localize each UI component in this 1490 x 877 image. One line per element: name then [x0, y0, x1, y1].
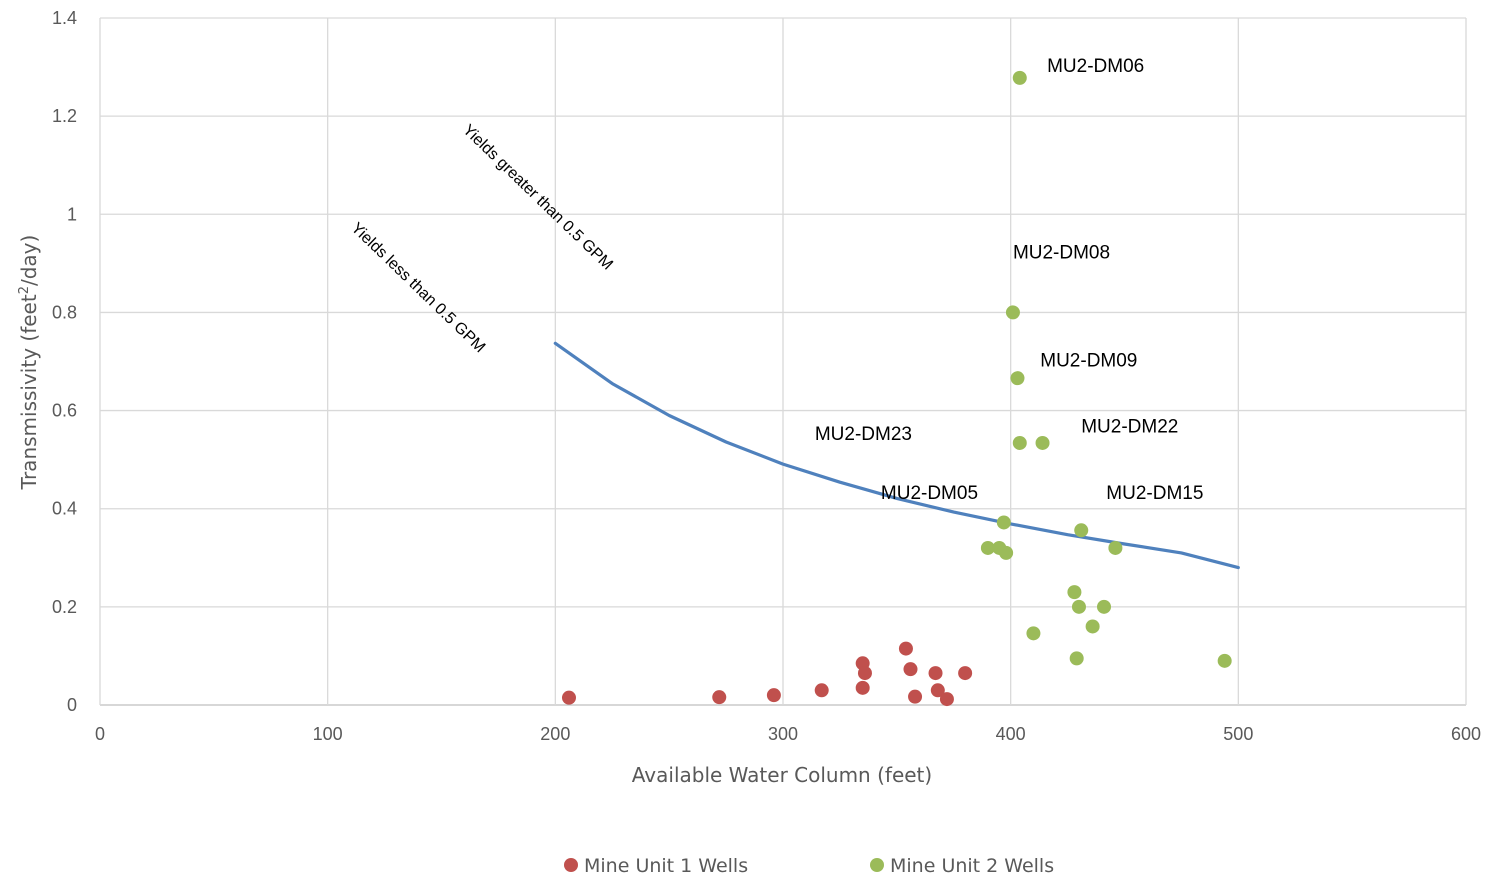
x-tick-label: 100 [313, 724, 343, 744]
mine-unit-2-point [1108, 540, 1123, 555]
x-tick-label: 0 [95, 724, 105, 744]
mine-unit-1-point [814, 683, 829, 698]
y-tick-label: 1.2 [52, 106, 77, 126]
mine-unit-1-point [908, 689, 923, 704]
mine-unit-2-point [1071, 599, 1086, 614]
x-tick-label: 400 [996, 724, 1026, 744]
mine-unit-2-point [1012, 435, 1027, 450]
region-annotation: Yields less than 0.5 GPM [348, 220, 489, 357]
x-tick-labels: 0 100 200 300 400 500 600 [95, 724, 1481, 744]
y-tick-label: 1.4 [52, 8, 77, 28]
mine-unit-2-point [1217, 653, 1232, 668]
mine-unit-1-point [855, 680, 870, 695]
y-tick-label: 0.2 [52, 597, 77, 617]
data-points [561, 70, 1232, 707]
mine-unit-2-point [999, 545, 1014, 560]
point-label: MU2-DM05 [881, 483, 978, 504]
y-axis-title-prefix: Transmissivity (feet [17, 294, 41, 490]
x-tick-label: 200 [540, 724, 570, 744]
y-axis-title-suffix: /day) [17, 235, 41, 286]
x-tick-label: 300 [768, 724, 798, 744]
legend-label-mine-unit-2: Mine Unit 2 Wells [890, 855, 1054, 877]
mine-unit-1-point [928, 666, 943, 681]
point-label: MU2-DM23 [815, 424, 912, 445]
point-label: MU2-DM09 [1040, 350, 1137, 371]
mine-unit-2-point [980, 540, 995, 555]
legend-label-mine-unit-1: Mine Unit 1 Wells [584, 855, 748, 877]
mine-unit-2-point [1035, 435, 1050, 450]
mine-unit-1-point [930, 683, 945, 698]
y-tick-labels: 0 0.2 0.4 0.6 0.8 1 1.2 1.4 [52, 8, 77, 715]
mine-unit-1-point [939, 692, 954, 707]
point-label: MU2-DM15 [1106, 483, 1203, 504]
mine-unit-2-point [1074, 523, 1089, 538]
y-tick-label: 0.4 [52, 499, 77, 519]
mine-unit-1-point [712, 690, 727, 705]
x-tick-label: 500 [1223, 724, 1253, 744]
x-axis-title: Available Water Column (feet) [632, 763, 932, 787]
legend-marker-mine-unit-1 [564, 858, 578, 872]
mine-unit-2-point [1012, 70, 1027, 85]
mine-unit-2-point [996, 515, 1011, 530]
threshold-curve-layer [553, 341, 1240, 570]
mine-unit-2-point [1085, 619, 1100, 634]
point-label: MU2-DM06 [1047, 56, 1144, 77]
mine-unit-2-point [1067, 585, 1082, 600]
y-axis-title: Transmissivity (feet2/day) [17, 235, 41, 491]
region-annotation: Yields greater than 0.5 GPM [459, 122, 616, 274]
point-label: MU2-DM08 [1013, 242, 1110, 263]
y-axis-title-sup: 2 [17, 286, 32, 294]
mine-unit-2-point [1097, 599, 1112, 614]
mine-unit-2-point [1026, 626, 1041, 641]
mine-unit-1-point [766, 688, 781, 703]
mine-unit-1-point [903, 662, 918, 677]
threshold-curve [553, 341, 1240, 570]
mine-unit-1-point [958, 666, 973, 681]
mine-unit-1-point [857, 666, 872, 681]
gridlines [99, 17, 1467, 706]
y-tick-label: 1 [67, 204, 77, 224]
point-labels: MU2-DM06 MU2-DM08 MU2-DM09 MU2-DM23 MU2-DM22… [815, 56, 1204, 504]
y-tick-label: 0.6 [52, 401, 77, 421]
legend-marker-mine-unit-2 [870, 858, 884, 872]
mine-unit-2-point [1005, 305, 1020, 320]
point-label: MU2-DM22 [1081, 417, 1178, 438]
legend: Mine Unit 1 Wells Mine Unit 2 Wells [564, 855, 1054, 877]
mine-unit-2-point [1010, 371, 1025, 386]
mine-unit-2-point [1069, 651, 1084, 666]
y-tick-label: 0.8 [52, 302, 77, 322]
x-tick-label: 600 [1451, 724, 1481, 744]
y-tick-label: 0 [67, 695, 77, 715]
mine-unit-1-point [898, 641, 913, 656]
mine-unit-1-point [561, 690, 576, 705]
